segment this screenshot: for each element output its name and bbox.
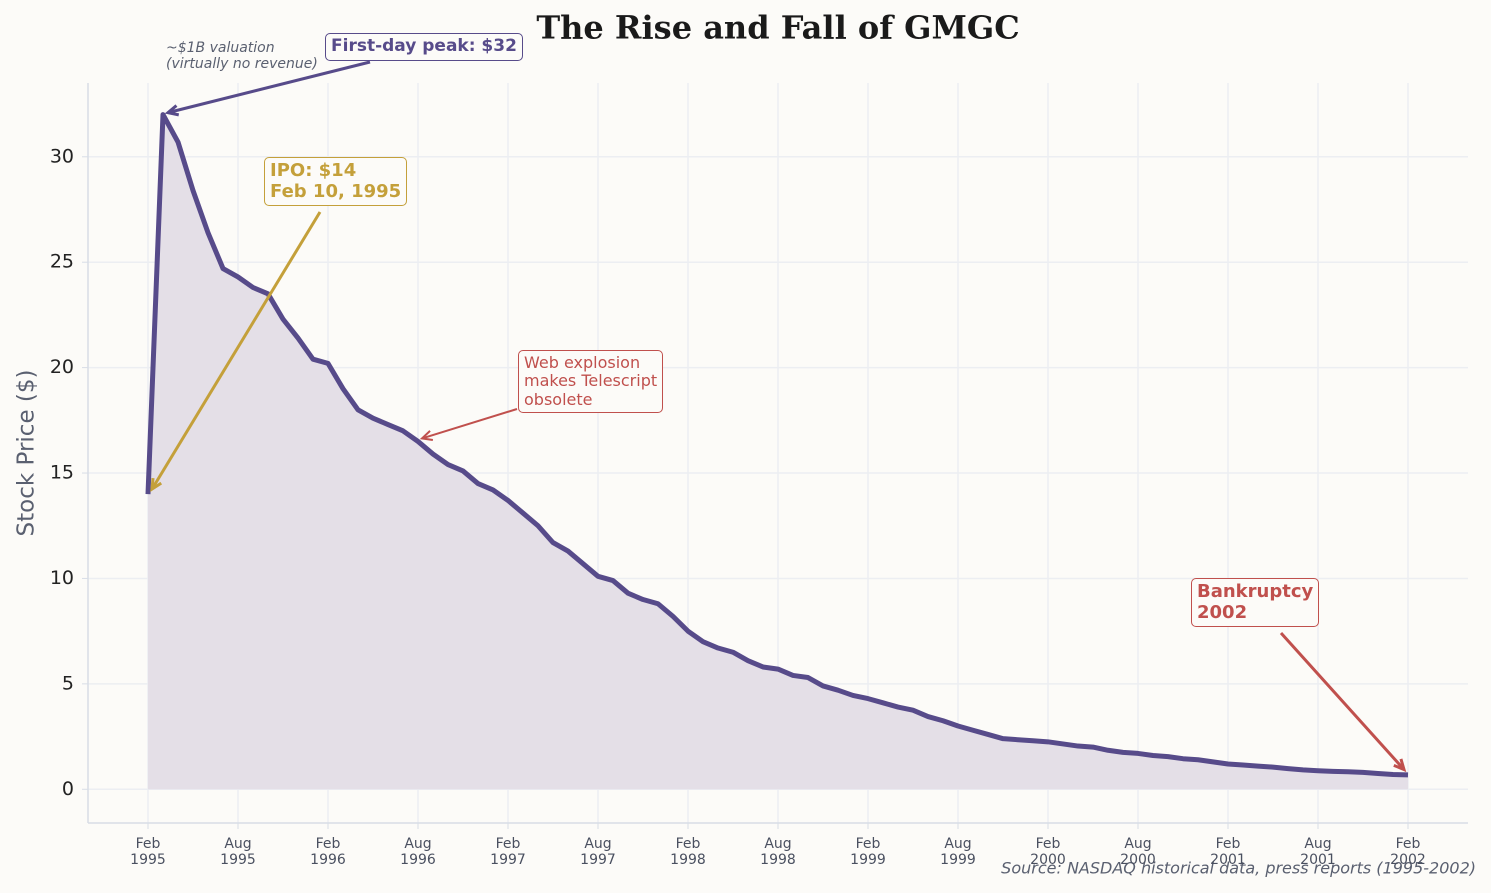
x-tick-label: Feb 1997 — [490, 836, 526, 869]
annotation-arrow-head — [150, 478, 163, 493]
annotation-arrow — [150, 211, 322, 490]
x-tick-label: Feb 2002 — [1390, 836, 1426, 869]
y-tick-label: 15 — [50, 462, 74, 484]
x-tick-label: Feb 1996 — [310, 836, 346, 869]
annotation-note: ~$1B valuation (virtually no revenue) — [166, 40, 318, 73]
y-tick-label: 0 — [62, 778, 74, 800]
x-tick-label: Feb 1999 — [850, 836, 886, 869]
annotation-web: Web explosion makes Telescript obsolete — [518, 350, 664, 414]
line — [145, 112, 1409, 778]
x-tick-label: Feb 1998 — [670, 836, 706, 869]
y-tick-label: 25 — [50, 251, 74, 273]
y-tick-label: 20 — [50, 356, 74, 378]
y-axis-label: Stock Price ($) — [14, 370, 40, 537]
x-tick-label: Aug 1999 — [940, 836, 976, 869]
y-tick-label: 5 — [62, 672, 74, 694]
annotation-arrow — [421, 408, 518, 440]
annotation-arrow — [1279, 631, 1406, 771]
annotation-peak: First-day peak: $32 — [325, 33, 523, 61]
annotation-arrow-head — [1393, 758, 1407, 773]
x-tick-label: Aug 2000 — [1120, 836, 1156, 869]
area — [148, 114, 1408, 790]
x-tick-label: Aug 1995 — [220, 836, 256, 869]
x-tick-label: Feb 1995 — [130, 836, 166, 869]
chart-title: The Rise and Fall of GMGC — [536, 9, 1019, 47]
annotation-arrow-head — [164, 104, 180, 117]
x-tick-label: Aug 1998 — [760, 836, 796, 869]
x-tick-label: Aug 1997 — [580, 836, 616, 869]
annotation-arrow — [167, 60, 371, 115]
source-note: Source: NASDAQ historical data, press re… — [1001, 859, 1476, 878]
annotation-ipo: IPO: $14 Feb 10, 1995 — [264, 157, 408, 207]
x-tick-label: Feb 2001 — [1210, 836, 1246, 869]
x-tick-label: Feb 2000 — [1030, 836, 1066, 869]
y-tick-label: 10 — [50, 567, 74, 589]
y-tick-label: 30 — [50, 145, 74, 167]
annotation-bankruptcy: Bankruptcy 2002 — [1191, 578, 1320, 628]
x-tick-label: Aug 1996 — [400, 836, 436, 869]
x-tick-label: Aug 2001 — [1300, 836, 1336, 869]
annotation-arrow-head — [419, 430, 434, 442]
